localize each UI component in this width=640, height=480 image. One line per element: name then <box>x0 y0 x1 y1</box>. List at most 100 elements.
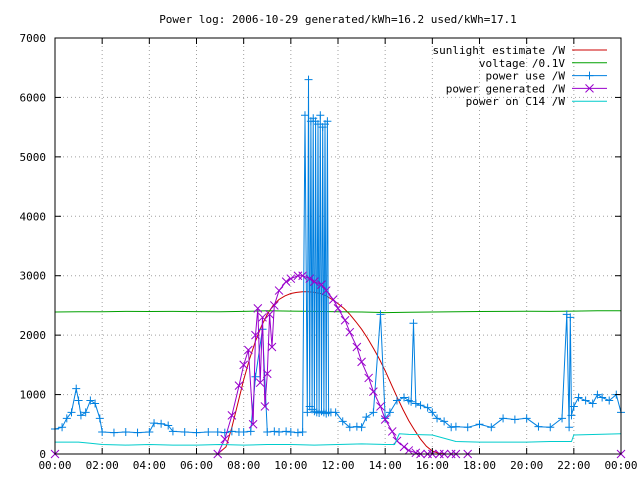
data-point <box>588 399 597 408</box>
data-point <box>392 436 402 446</box>
series-line <box>54 79 622 434</box>
data-point <box>387 427 397 436</box>
y-tick-label: 5000 <box>20 151 47 164</box>
data-point <box>566 313 575 322</box>
data-point <box>404 446 414 455</box>
data-point <box>204 428 213 437</box>
series-line <box>55 433 622 446</box>
x-tick-label: 22:00 <box>557 459 590 472</box>
series-1 <box>55 291 621 455</box>
data-point <box>213 428 222 437</box>
chart-title: Power log: 2006-10-29 generated/kWh=16.2… <box>159 13 517 26</box>
data-point <box>440 417 449 426</box>
data-point <box>121 428 130 437</box>
data-point <box>423 403 432 412</box>
data-point <box>303 408 312 417</box>
data-point <box>546 423 555 432</box>
data-point <box>298 271 307 281</box>
axis-ticks: 0 1000 2000 3000 4000 5000 6000 7000 00:00 02:00 0… <box>20 32 638 472</box>
data-point <box>510 415 519 424</box>
data-point <box>265 309 274 319</box>
data-point <box>62 414 71 423</box>
data-point <box>399 442 409 452</box>
y-tick-label: 4000 <box>20 210 47 223</box>
data-point <box>81 408 90 417</box>
legend-label: power generated /W <box>446 82 566 95</box>
data-point <box>192 428 201 437</box>
data-point <box>91 399 100 408</box>
data-point <box>569 402 578 411</box>
data-point <box>282 427 291 436</box>
series-5 <box>55 433 622 446</box>
y-tick-label: 1000 <box>20 389 47 402</box>
data-point <box>281 277 291 287</box>
data-point <box>376 310 385 319</box>
data-point <box>411 399 420 408</box>
y-tick-label: 0 <box>39 448 46 461</box>
data-point <box>262 369 272 379</box>
x-tick-label: 18:00 <box>463 459 496 472</box>
data-point <box>164 421 173 430</box>
data-point <box>239 360 249 370</box>
data-point <box>605 396 614 405</box>
data-point <box>323 117 332 126</box>
legend-label: sunlight estimate /W <box>433 44 566 57</box>
legend-marker <box>585 84 594 93</box>
data-point <box>253 304 263 313</box>
data-point <box>298 428 307 437</box>
grid-lines <box>55 38 621 454</box>
data-point <box>76 411 85 420</box>
data-point <box>352 422 361 431</box>
data-point <box>345 327 355 337</box>
data-point <box>331 408 340 417</box>
data-point <box>316 111 325 120</box>
data-point <box>260 402 270 411</box>
data-point <box>565 423 574 432</box>
y-tick-label: 7000 <box>20 32 47 45</box>
x-tick-label: 08:00 <box>227 459 260 472</box>
data-point <box>263 428 272 437</box>
data-point <box>380 415 390 424</box>
data-point <box>133 428 142 437</box>
data-point <box>74 396 83 405</box>
legend-label: voltage /0.1V <box>479 57 565 70</box>
x-tick-label: 00:00 <box>38 459 71 472</box>
data-point <box>534 422 543 431</box>
data-point <box>234 381 244 391</box>
data-point <box>463 423 472 432</box>
data-point <box>451 422 460 431</box>
data-point <box>416 401 425 410</box>
data-point <box>593 390 602 399</box>
data-point <box>400 393 409 402</box>
x-tick-label: 16:00 <box>416 459 449 472</box>
data-point <box>338 417 347 426</box>
data-point <box>598 393 607 402</box>
x-tick-label: 02:00 <box>86 459 119 472</box>
data-point <box>328 295 338 304</box>
legend-marker <box>585 71 594 80</box>
data-point <box>227 411 237 420</box>
data-point <box>407 397 416 406</box>
data-point <box>251 330 260 340</box>
data-point <box>313 120 322 129</box>
series-3 <box>51 75 625 437</box>
data-point <box>270 427 279 436</box>
data-point <box>239 428 248 437</box>
data-point <box>67 408 76 417</box>
data-point <box>300 111 309 120</box>
data-point <box>251 372 260 381</box>
data-point <box>286 274 296 284</box>
data-point <box>275 428 284 437</box>
data-point <box>369 387 378 396</box>
data-point <box>581 396 590 405</box>
data-point <box>369 408 378 417</box>
data-point <box>269 301 279 310</box>
series-line <box>54 310 621 314</box>
data-point <box>220 434 230 444</box>
data-point <box>376 402 385 411</box>
data-point <box>86 396 95 405</box>
data-point <box>95 414 104 423</box>
legend-label: power on C14 /W <box>466 95 566 108</box>
data-point <box>317 280 326 289</box>
x-tick-label: 04:00 <box>133 459 166 472</box>
